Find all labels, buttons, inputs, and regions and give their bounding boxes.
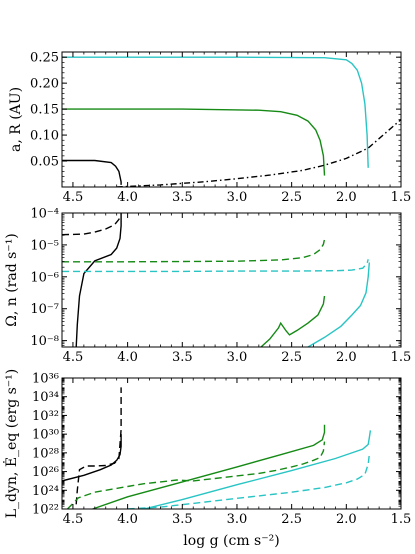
y-tick-label: 10²²	[32, 503, 59, 518]
series-line-1	[62, 159, 122, 185]
series-line-3	[62, 56, 369, 168]
x-tick-label: 4.0	[117, 190, 138, 205]
series-line-6	[127, 454, 370, 509]
y-tick-label: 10⁻⁷	[30, 302, 59, 317]
series-line-1	[75, 213, 122, 347]
series-line-5	[143, 430, 372, 509]
x-tick-label: 1.5	[391, 512, 412, 527]
x-tick-label: 4.5	[63, 190, 84, 205]
y-tick-label: 10²⁶	[32, 465, 59, 480]
x-tick-label: 3.0	[227, 512, 248, 527]
x-axis-label: log g (cm s⁻²)	[183, 533, 279, 549]
x-tick-label: 2.5	[281, 512, 302, 527]
frequency-panel: 4.5 4.0 3.5 3.0 2.5 2.0 1.5 10⁻⁸ 10⁻⁷ 10⁻⁶ 10⁻⁵ 10⁻…	[4, 207, 411, 366]
y-tick-label: 0.20	[30, 77, 59, 92]
y-tick-label: 10⁻⁸	[30, 334, 59, 349]
y-tick-label: 10³²	[32, 409, 59, 424]
x-tick-label: 4.5	[63, 512, 84, 527]
luminosity-panel: 4.5 4.0 3.5 3.0 2.5 2.0 1.5 10²² 10²⁴ 10²⁶ 10²⁸ 10³…	[2, 369, 411, 549]
x-tick-label: 2.0	[336, 350, 357, 365]
y-tick-label: 10³⁰	[32, 428, 59, 443]
y-tick-label: 10⁻⁵	[30, 238, 59, 253]
plot-frame	[61, 212, 402, 348]
y-tick-label: 10⁻⁴	[30, 207, 59, 222]
orbit-panel: 4.5 4.0 3.5 3.0 2.5 2.0 1.5 0.05 0.10 0.15 0.20 0.2…	[8, 51, 411, 205]
y-axis-label: L_dyn, Ė_eq (erg s⁻¹)	[2, 369, 20, 519]
x-tick-label: 1.5	[391, 350, 412, 365]
series-line-2	[62, 214, 122, 236]
y-tick-label: 10²⁸	[32, 446, 59, 461]
series-line-2	[62, 108, 326, 176]
series-line-4	[62, 239, 326, 263]
x-tick-label: 3.5	[172, 350, 193, 365]
plot-frame	[61, 51, 402, 188]
plot-frame	[61, 377, 402, 510]
series-line-2	[75, 387, 122, 505]
x-tick-label: 3.0	[227, 190, 248, 205]
x-tick-label: 2.0	[336, 512, 357, 527]
y-tick-label: 10³⁶	[32, 372, 59, 387]
x-tick-label: 4.0	[117, 350, 138, 365]
series-line-4	[66, 441, 326, 509]
series-line-4	[116, 118, 401, 187]
series-line-6	[62, 259, 369, 273]
y-tick-label: 10²⁴	[32, 484, 59, 499]
y-tick-label: 0.15	[30, 103, 59, 118]
x-tick-label: 3.5	[172, 190, 193, 205]
y-tick-label: 10³⁴	[32, 390, 59, 405]
y-tick-label: 0.05	[30, 155, 59, 170]
y-axis-label: Ω, n (rad s⁻¹)	[4, 233, 20, 327]
x-tick-label: 2.0	[336, 190, 357, 205]
x-tick-label: 4.5	[63, 350, 84, 365]
x-tick-label: 1.5	[391, 190, 412, 205]
series-line-1	[62, 434, 122, 482]
series-line-3	[260, 295, 326, 347]
y-tick-label: 10⁻⁶	[30, 270, 59, 285]
y-axis-label: a, R (AU)	[8, 87, 24, 152]
series-line-5	[307, 262, 370, 347]
x-tick-label: 3.5	[172, 512, 193, 527]
x-tick-label: 2.5	[281, 190, 302, 205]
y-tick-label: 0.25	[30, 51, 59, 66]
series-line-3	[92, 424, 326, 509]
y-tick-label: 0.10	[30, 129, 59, 144]
x-tick-label: 4.0	[117, 512, 138, 527]
x-tick-label: 2.5	[281, 350, 302, 365]
x-tick-label: 3.0	[227, 350, 248, 365]
